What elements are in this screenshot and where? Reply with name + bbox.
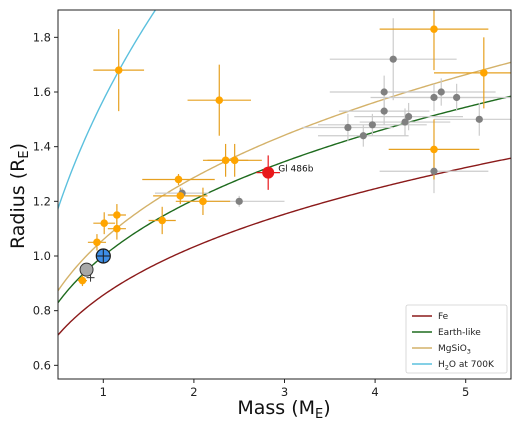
orange-point-8 <box>176 192 185 200</box>
x-tick-label-1: 2 <box>190 385 197 399</box>
gray-point-9 <box>405 113 413 121</box>
legend-label-3: H2O at 700K <box>438 360 495 372</box>
x-tick-label-3: 4 <box>371 385 378 399</box>
orange-point-4 <box>113 224 121 233</box>
y-tick-label-2: 1.0 <box>33 249 51 263</box>
gray-point-1 <box>235 197 243 205</box>
x-axis-ticks: 1 2 3 4 5 <box>100 379 469 399</box>
y-tick-label-1: 0.8 <box>33 304 51 318</box>
curve-1 <box>58 95 511 304</box>
curve-3 <box>58 10 157 209</box>
gray-point-12 <box>453 93 461 102</box>
legend-label-1: Earth-like <box>438 328 481 338</box>
legend-box <box>405 304 508 374</box>
orange-point-14 <box>430 145 438 154</box>
orange-point-10 <box>215 96 224 104</box>
y-axis-ticks: 0.6 0.8 1.0 1.2 1.4 1.6 1.8 <box>33 30 58 372</box>
orange-point-3 <box>113 211 121 219</box>
gl486b-label: Gl 486b <box>278 165 314 175</box>
gray-point-8 <box>401 118 409 126</box>
special-points: Gl 486b <box>79 155 314 282</box>
orange-points <box>78 25 488 285</box>
gray-point-14 <box>475 115 483 123</box>
gray-point-4 <box>368 121 376 129</box>
gray-point-6 <box>389 55 397 63</box>
y-tick-label-5: 1.6 <box>33 85 51 99</box>
venus-point <box>79 262 94 277</box>
y-tick-label-0: 0.6 <box>33 358 51 372</box>
orange-point-13 <box>430 25 438 33</box>
legend-label-2: MgSiO3 <box>438 344 471 356</box>
gray-point-10 <box>430 93 438 102</box>
orange-point-0 <box>78 276 87 285</box>
gray-point-3 <box>359 132 367 140</box>
orange-point-12 <box>230 156 239 165</box>
orange-point-6 <box>158 216 166 225</box>
x-tick-label-0: 1 <box>100 385 107 399</box>
legend: Fe Earth-like MgSiO3 H2O at 700K <box>405 304 508 374</box>
x-tick-label-2: 3 <box>281 385 288 399</box>
orange-point-2 <box>100 219 109 227</box>
orange-point-5 <box>114 66 123 74</box>
curve-2 <box>58 61 511 292</box>
gray-point-13 <box>430 167 438 175</box>
gray-point-5 <box>380 88 388 96</box>
x-axis-label: Mass (ME) <box>237 397 330 422</box>
gray-point-2 <box>344 123 352 132</box>
gl486b-point <box>262 166 275 179</box>
gray-error-bars <box>154 18 511 207</box>
x-tick-label-4: 5 <box>462 385 469 399</box>
orange-point-15 <box>480 69 488 77</box>
gray-point-7 <box>380 107 388 115</box>
orange-point-9 <box>199 197 207 206</box>
legend-label-0: Fe <box>438 312 449 322</box>
gray-points <box>178 55 483 205</box>
y-tick-label-4: 1.4 <box>33 140 51 154</box>
y-axis-label: Radius (RE) <box>7 143 32 249</box>
y-tick-label-6: 1.8 <box>33 30 51 44</box>
y-tick-label-3: 1.2 <box>33 194 51 208</box>
orange-error-bars <box>77 10 511 287</box>
orange-point-11 <box>221 156 230 165</box>
orange-point-1 <box>93 238 101 247</box>
gray-point-11 <box>437 88 445 96</box>
orange-point-7 <box>174 175 183 184</box>
